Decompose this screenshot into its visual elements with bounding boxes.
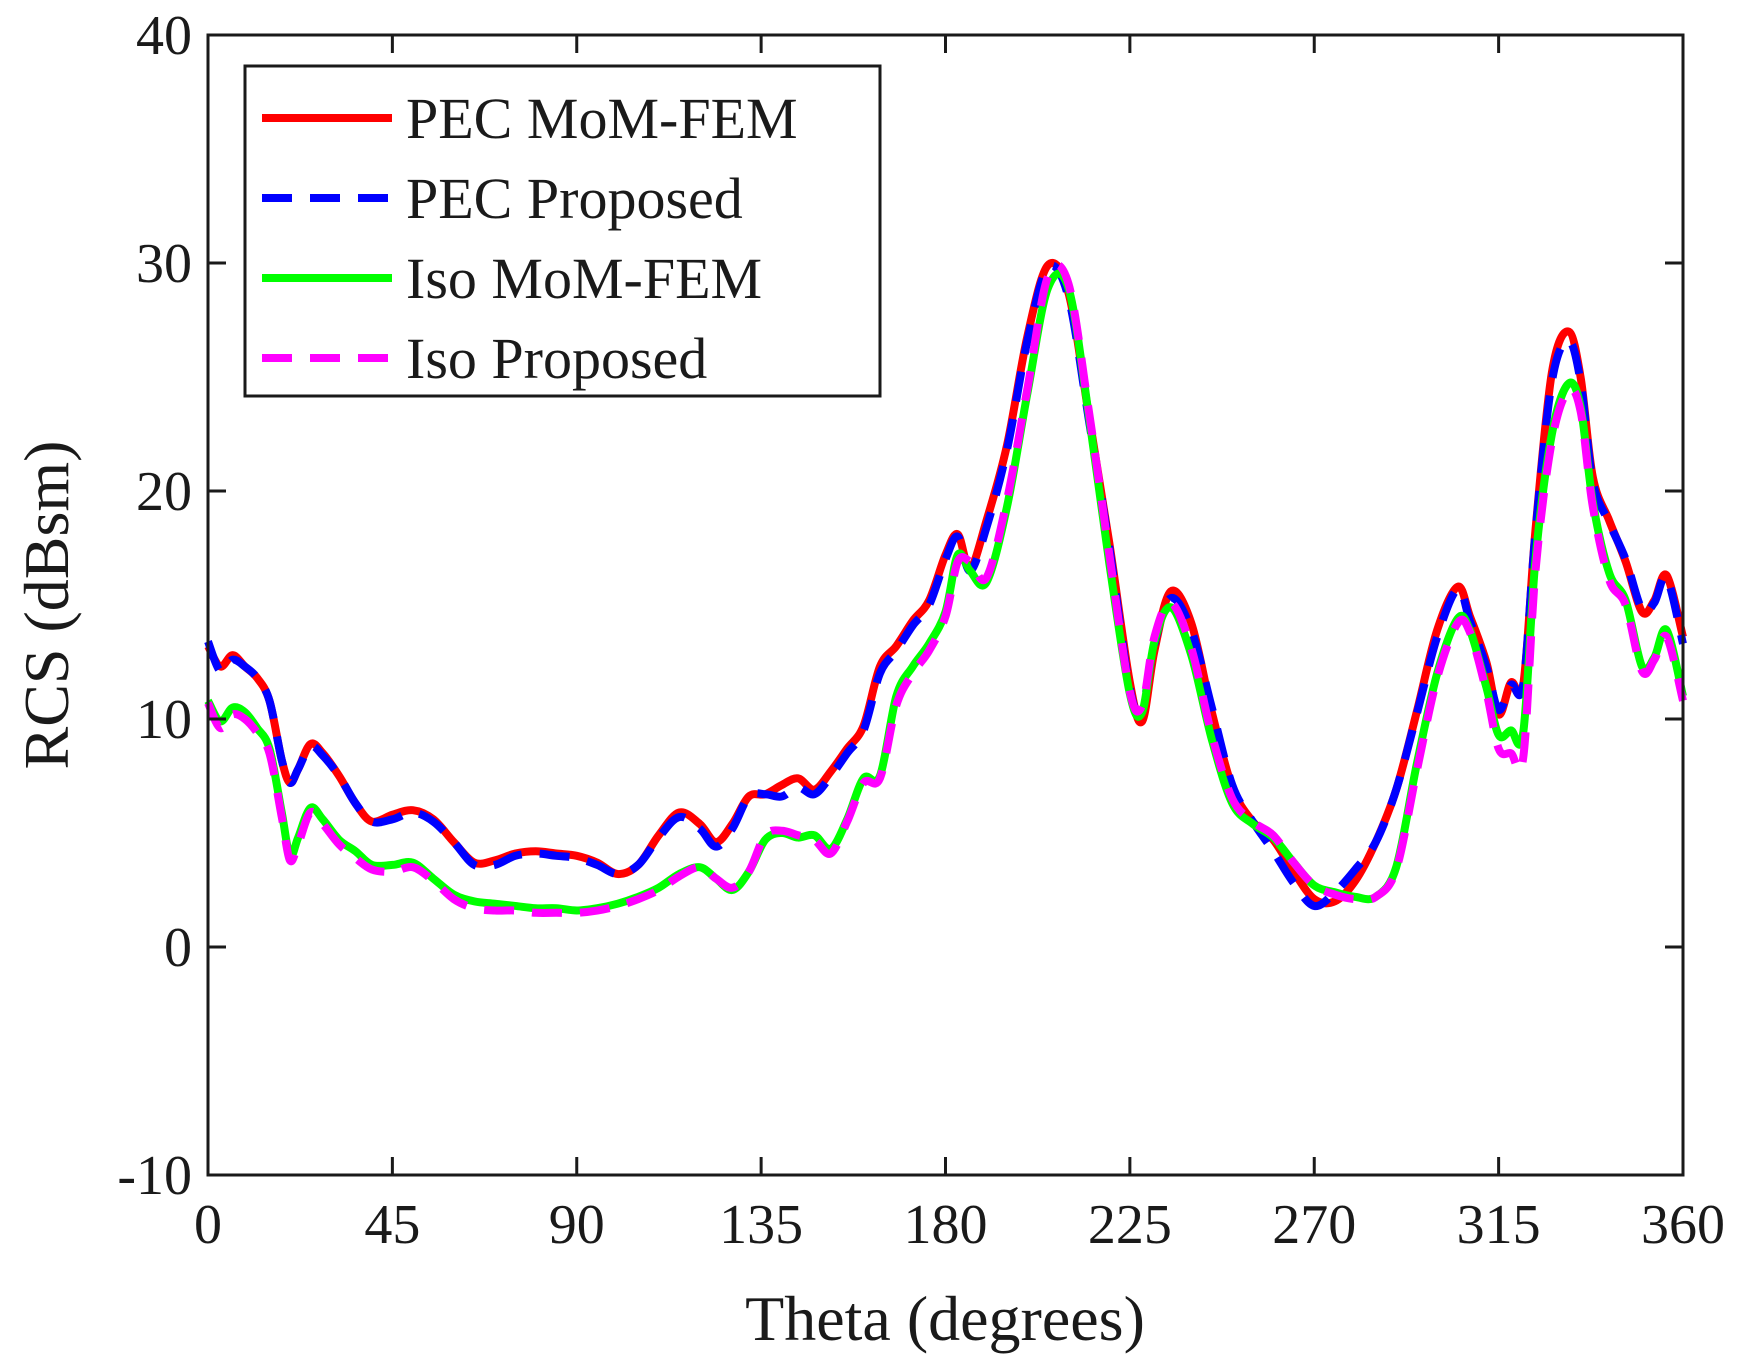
axis-ticks	[206, 33, 1685, 1177]
plot-lines	[204, 259, 1687, 917]
y-tick-label: 20	[136, 461, 192, 523]
y-axis-label: RCS (dBsm)	[11, 441, 82, 770]
y-tick-label: -10	[117, 1145, 192, 1207]
legend-label: Iso MoM-FEM	[406, 246, 762, 311]
x-tick-label: 180	[904, 1194, 988, 1256]
y-tick-label: 40	[136, 5, 192, 67]
series-line-iso-proposed	[204, 261, 1687, 917]
x-tick-label: 270	[1272, 1194, 1356, 1256]
legend: PEC MoM-FEM PEC Proposed Iso MoM-FEM Iso Pr…	[243, 64, 882, 398]
legend-label: PEC MoM-FEM	[406, 86, 798, 151]
x-axis-label: Theta (degrees)	[745, 1283, 1145, 1354]
series-line-pec-mom-fem	[204, 259, 1687, 908]
legend-label: PEC Proposed	[406, 166, 743, 231]
x-tick-label: 90	[549, 1194, 605, 1256]
x-tick-label: 0	[194, 1194, 222, 1256]
y-tick-label: 0	[164, 917, 192, 979]
x-tick-label: 360	[1641, 1194, 1725, 1256]
legend-label: Iso Proposed	[406, 326, 707, 391]
x-tick-label: 135	[719, 1194, 803, 1256]
x-tick-label: 315	[1457, 1194, 1541, 1256]
x-tick-label: 225	[1088, 1194, 1172, 1256]
x-tick-label: 45	[364, 1194, 420, 1256]
y-tick-label: 30	[136, 233, 192, 295]
y-tick-label: 10	[136, 689, 192, 751]
